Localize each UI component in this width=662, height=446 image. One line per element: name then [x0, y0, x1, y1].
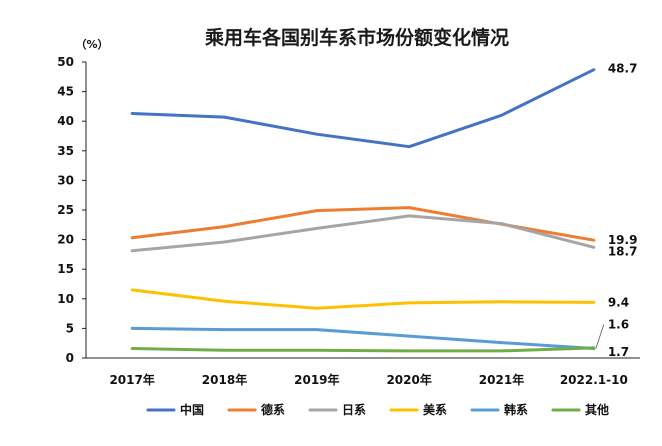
- series-line: [130, 288, 596, 310]
- y-tick-label: 35: [57, 144, 74, 158]
- legend-label: 日系: [342, 402, 366, 417]
- y-tick-label: 50: [57, 55, 74, 69]
- chart-title: 乘用车各国别车系市场份额变化情况: [204, 26, 509, 49]
- y-tick-label: 15: [57, 262, 74, 276]
- x-tick-label: 2017年: [109, 372, 154, 387]
- axes: 0 5 10 15 20 25 30 35 40 45 50 2017年 2018年 2019年 2020年…: [57, 55, 640, 387]
- data-label: 19.9: [608, 233, 638, 247]
- y-tick-label: 10: [57, 292, 74, 306]
- data-label: 1.6: [608, 318, 629, 332]
- x-tick-label: 2020年: [386, 372, 431, 387]
- label-leader-line: [595, 324, 605, 349]
- data-label: 1.7: [608, 345, 629, 359]
- y-tick-label: 45: [57, 85, 74, 99]
- legend: 中国 德系 日系 美系 韩系 其他: [146, 402, 609, 417]
- y-tick-label: 20: [57, 233, 74, 247]
- legend-label: 美系: [423, 402, 447, 417]
- x-tick-label: 2018年: [202, 372, 247, 387]
- data-labels: 48.7 19.918.7 9.4 1.6 1.7: [595, 62, 638, 359]
- series-line: [130, 326, 596, 350]
- y-axis-unit: （%）: [75, 38, 108, 51]
- data-label: 48.7: [608, 62, 638, 76]
- y-tick-label: 25: [57, 203, 74, 217]
- y-tick-label: 40: [57, 114, 74, 128]
- legend-label: 其他: [585, 402, 609, 417]
- data-label: 18.7: [608, 244, 638, 258]
- x-tick-label: 2021年: [479, 372, 524, 387]
- x-tick-label: 2022.1-10: [560, 373, 628, 387]
- series-layer: [130, 68, 596, 353]
- y-tick-label: 0: [66, 351, 74, 365]
- y-tick-label: 30: [57, 173, 74, 187]
- series-line: [130, 68, 596, 149]
- legend-label: 韩系: [504, 402, 528, 417]
- y-tick-label: 5: [66, 321, 74, 335]
- series-line: [130, 206, 596, 242]
- data-label: 9.4: [608, 295, 629, 309]
- series-line: [130, 346, 596, 353]
- legend-label: 中国: [180, 402, 204, 417]
- series-line: [130, 214, 596, 253]
- x-tick-label: 2019年: [294, 372, 339, 387]
- legend-label: 德系: [261, 402, 285, 417]
